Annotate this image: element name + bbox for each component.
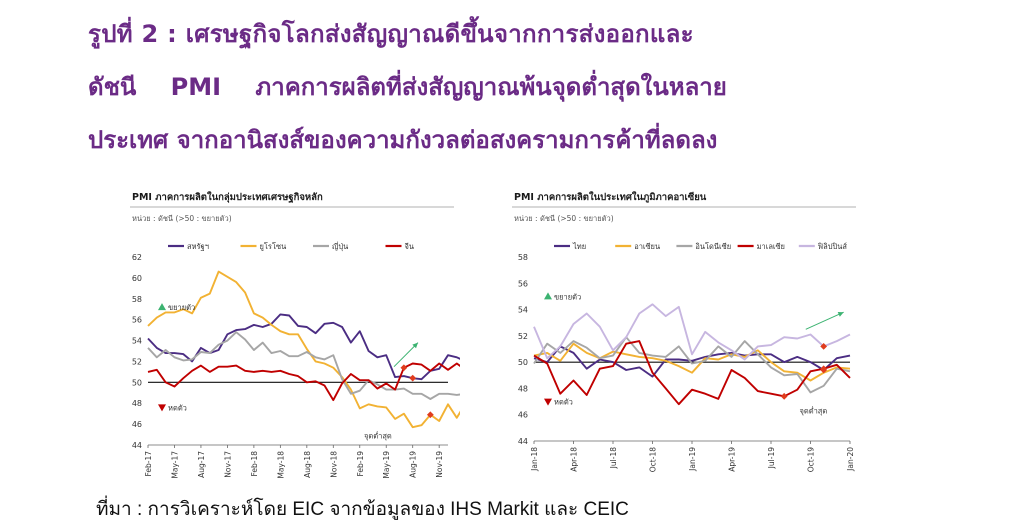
x-tick-label: Jan-18 bbox=[530, 447, 539, 472]
series-line-china bbox=[147, 362, 460, 402]
unit-note: หน่วย : ดัชนี (>50 : ขยายตัว) bbox=[132, 214, 232, 223]
x-tick-label: Nov-18 bbox=[329, 451, 338, 478]
figure-title-line-1: รูปที่ 2 : เศรษฐกิจโลกส่งสัญญาณดีขึ้นจาก… bbox=[88, 20, 694, 48]
trough-marker bbox=[820, 342, 828, 350]
recovery-trend-arrow bbox=[393, 342, 419, 368]
contraction-label: หดตัว bbox=[554, 398, 573, 407]
x-tick-label: Jul-19 bbox=[767, 447, 776, 470]
x-tick-label: Aug-17 bbox=[197, 451, 206, 478]
x-tick-label: Jan-19 bbox=[688, 447, 697, 472]
y-tick-label: 50 bbox=[132, 378, 142, 387]
y-tick-label: 54 bbox=[518, 306, 528, 315]
chart-title: PMI ภาคการผลิตในกลุ่มประเทศเศรษฐกิจหลัก bbox=[132, 191, 323, 203]
series-line-thai bbox=[533, 345, 851, 378]
x-tick-label: Apr-18 bbox=[570, 447, 579, 472]
x-tick-label: Feb-18 bbox=[250, 451, 259, 477]
expansion-arrow-icon bbox=[544, 292, 552, 300]
unit-note: หน่วย : ดัชนี (>50 : ขยายตัว) bbox=[514, 214, 614, 223]
y-tick-label: 60 bbox=[132, 274, 142, 283]
y-tick-label: 48 bbox=[132, 399, 142, 408]
x-tick-label: May-19 bbox=[382, 451, 391, 479]
x-tick-label: Feb-17 bbox=[144, 451, 153, 477]
asean-pmi-chart: PMI ภาคการผลิตในประเทศในภูมิภาคอาเซียนหน… bbox=[512, 191, 856, 472]
legend-label-euro: ยูโรโซน bbox=[260, 242, 287, 251]
contraction-label: หดตัว bbox=[168, 403, 187, 412]
y-tick-label: 62 bbox=[132, 253, 142, 262]
y-tick-label: 56 bbox=[132, 316, 142, 325]
figure-title-line-2: ดัชนี PMI ภาคการผลิตที่ส่งสัญญาณพ้นจุดต่… bbox=[88, 73, 727, 101]
x-tick-label: Jan-20 bbox=[846, 447, 855, 472]
legend-label-thai: ไทย bbox=[572, 242, 586, 251]
expansion-label: ขยายตัว bbox=[554, 292, 581, 301]
recovery-trend-arrow bbox=[805, 311, 844, 330]
legend-label-japan: ญี่ปุ่น bbox=[332, 241, 348, 251]
legend-label-us: สหรัฐฯ bbox=[187, 242, 209, 251]
y-tick-label: 52 bbox=[518, 332, 528, 341]
legend-label-indo: อินโดนีเซีย bbox=[695, 242, 731, 251]
y-tick-label: 44 bbox=[132, 441, 142, 450]
expansion-label: ขยายตัว bbox=[168, 303, 195, 312]
trough-marker bbox=[409, 374, 417, 382]
x-tick-label: Nov-17 bbox=[223, 451, 232, 478]
x-tick-label: Feb-19 bbox=[356, 451, 365, 477]
x-tick-label: Jul-18 bbox=[609, 447, 618, 470]
y-tick-label: 50 bbox=[518, 358, 528, 367]
chart-title: PMI ภาคการผลิตในประเทศในภูมิภาคอาเซียน bbox=[514, 191, 707, 204]
series-line-indo bbox=[533, 336, 851, 394]
x-tick-label: Aug-19 bbox=[409, 451, 418, 478]
y-tick-label: 44 bbox=[518, 437, 528, 446]
figure-title-line-3: ประเทศ จากอานิสงส์ของความกังวลต่อสงครามก… bbox=[88, 126, 718, 154]
y-tick-label: 54 bbox=[132, 337, 142, 346]
legend-label-malay: มาเลเซีย bbox=[757, 242, 785, 251]
x-tick-label: May-18 bbox=[276, 451, 285, 479]
x-tick-label: May-17 bbox=[170, 451, 179, 479]
legend-label-asean: อาเซียน bbox=[634, 242, 660, 251]
x-tick-label: Nov-19 bbox=[435, 451, 444, 478]
trough-marker bbox=[820, 366, 828, 374]
series-line-phil bbox=[533, 303, 851, 361]
x-tick-label: Aug-18 bbox=[303, 451, 312, 478]
x-tick-label: Oct-18 bbox=[649, 447, 658, 472]
source-note: ที่มา : การวิเคราะห์โดย EIC จากข้อมูลของ… bbox=[96, 499, 629, 520]
trough-label: จุดต่ำสุด bbox=[364, 431, 392, 441]
series-line-japan bbox=[147, 331, 460, 400]
series-line-euro bbox=[147, 270, 460, 429]
trough-marker bbox=[780, 392, 788, 400]
legend-label-china: จีน bbox=[404, 242, 414, 251]
trough-marker bbox=[426, 411, 434, 419]
y-tick-label: 46 bbox=[132, 420, 142, 429]
x-tick-label: Apr-19 bbox=[728, 447, 737, 472]
major-economies-pmi-chart: PMI ภาคการผลิตในกลุ่มประเทศเศรษฐกิจหลักห… bbox=[130, 191, 460, 479]
y-tick-label: 52 bbox=[132, 357, 142, 366]
x-tick-label: Oct-19 bbox=[807, 447, 816, 472]
y-tick-label: 46 bbox=[518, 411, 528, 420]
contraction-arrow-icon bbox=[544, 398, 552, 406]
recovery-arrowhead-icon bbox=[412, 342, 418, 349]
legend-label-phil: ฟิลิปปินส์ bbox=[817, 242, 847, 251]
contraction-arrow-icon bbox=[158, 404, 166, 412]
y-tick-label: 58 bbox=[518, 253, 528, 262]
trough-marker bbox=[400, 364, 408, 372]
expansion-arrow-icon bbox=[158, 303, 166, 311]
recovery-arrowhead-icon bbox=[837, 312, 844, 317]
figure-title: รูปที่ 2 : เศรษฐกิจโลกส่งสัญญาณดีขึ้นจาก… bbox=[88, 8, 988, 167]
y-tick-label: 58 bbox=[132, 295, 142, 304]
trough-label: จุดต่ำสุด bbox=[799, 405, 827, 415]
series-line-malay bbox=[533, 340, 851, 406]
y-tick-label: 48 bbox=[518, 384, 528, 393]
series-line-asean bbox=[533, 342, 851, 382]
y-tick-label: 56 bbox=[518, 279, 528, 288]
